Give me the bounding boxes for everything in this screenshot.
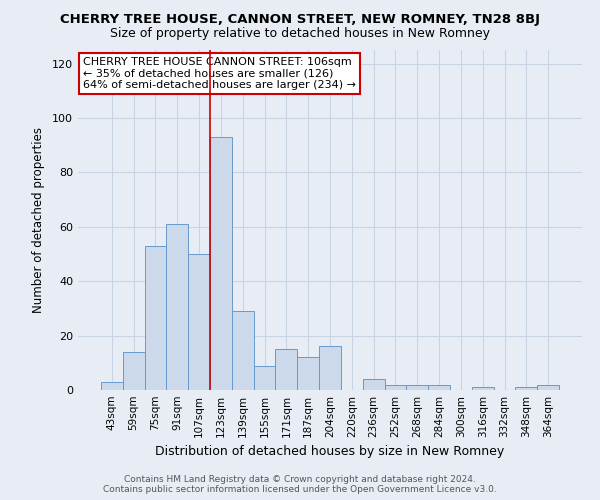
Bar bbox=[363, 379, 385, 390]
Text: Contains HM Land Registry data © Crown copyright and database right 2024.
Contai: Contains HM Land Registry data © Crown c… bbox=[103, 474, 497, 494]
Bar bbox=[406, 384, 428, 390]
Bar bbox=[537, 384, 559, 390]
Bar bbox=[297, 358, 319, 390]
Bar bbox=[254, 366, 275, 390]
Bar bbox=[210, 137, 232, 390]
Bar bbox=[188, 254, 210, 390]
Bar bbox=[515, 388, 537, 390]
Bar bbox=[166, 224, 188, 390]
Bar bbox=[319, 346, 341, 390]
Text: CHERRY TREE HOUSE, CANNON STREET, NEW ROMNEY, TN28 8BJ: CHERRY TREE HOUSE, CANNON STREET, NEW RO… bbox=[60, 12, 540, 26]
Bar bbox=[275, 349, 297, 390]
Text: Size of property relative to detached houses in New Romney: Size of property relative to detached ho… bbox=[110, 28, 490, 40]
Bar bbox=[428, 384, 450, 390]
Bar bbox=[385, 384, 406, 390]
X-axis label: Distribution of detached houses by size in New Romney: Distribution of detached houses by size … bbox=[155, 446, 505, 458]
Bar bbox=[123, 352, 145, 390]
Text: CHERRY TREE HOUSE CANNON STREET: 106sqm
← 35% of detached houses are smaller (12: CHERRY TREE HOUSE CANNON STREET: 106sqm … bbox=[83, 57, 356, 90]
Bar bbox=[232, 311, 254, 390]
Bar bbox=[101, 382, 123, 390]
Bar bbox=[145, 246, 166, 390]
Y-axis label: Number of detached properties: Number of detached properties bbox=[32, 127, 45, 313]
Bar bbox=[472, 388, 494, 390]
